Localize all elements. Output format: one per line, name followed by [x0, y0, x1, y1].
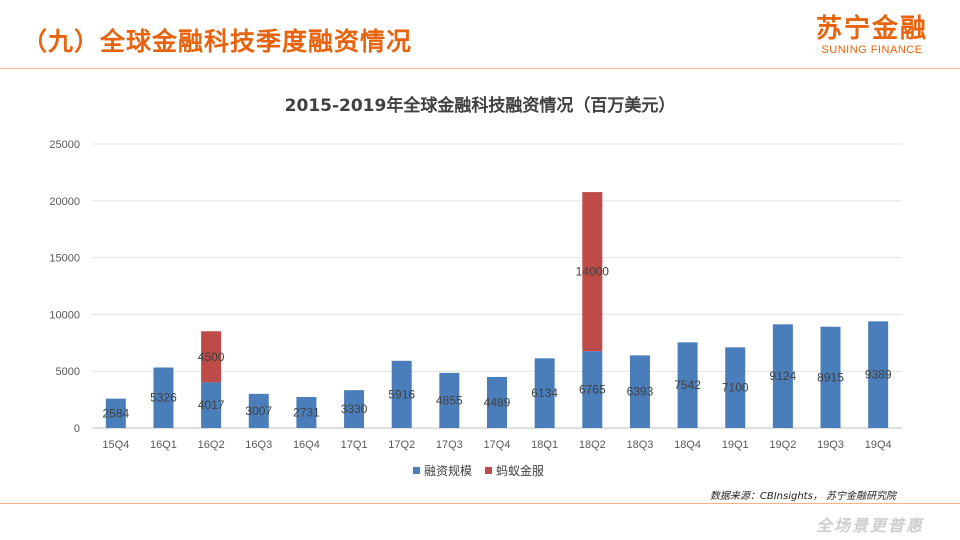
- data-label-funding: 4017: [198, 398, 225, 412]
- data-label-funding: 6393: [627, 385, 654, 399]
- chart-gridlines: [92, 143, 902, 429]
- bar-funding: [629, 355, 650, 428]
- x-tick-label: 16Q4: [293, 439, 320, 451]
- x-tick-label: 19Q2: [769, 439, 796, 451]
- logo-english-text: SUNING FINANCE: [821, 44, 923, 56]
- data-label-funding: 8915: [817, 370, 844, 384]
- bar-funding: [296, 396, 317, 428]
- data-label-funding: 7542: [674, 378, 701, 392]
- bar-funding: [725, 347, 746, 428]
- x-tick-label: 16Q1: [150, 439, 177, 451]
- data-label-funding: 2584: [102, 406, 129, 420]
- data-label-funding: 4855: [436, 393, 463, 407]
- x-tick-label: 15Q4: [102, 439, 129, 451]
- data-label-funding: 9389: [865, 368, 892, 382]
- data-label-funding: 4489: [484, 396, 511, 410]
- x-tick-label: 18Q2: [579, 439, 606, 451]
- x-tick-label: 17Q1: [341, 439, 368, 451]
- data-label-ant-financial: 4500: [198, 350, 225, 364]
- data-label-funding: 5326: [150, 391, 177, 405]
- legend-swatch-ant: [485, 467, 492, 474]
- y-tick-label: 15000: [49, 253, 80, 265]
- x-tick-label: 18Q3: [626, 439, 653, 451]
- data-label-ant-financial: 14000: [576, 265, 610, 279]
- data-label-funding: 7100: [722, 381, 749, 395]
- data-label-funding: 3330: [341, 402, 368, 416]
- y-tick-label: 10000: [49, 309, 80, 321]
- page-title: （九）全球金融科技季度融资情况: [22, 27, 413, 56]
- bar-funding: [391, 360, 412, 428]
- x-tick-label: 17Q2: [388, 439, 415, 451]
- bar-funding: [772, 324, 793, 428]
- brand-logo: 苏宁金融 SUNING FINANCE: [816, 15, 928, 57]
- y-tick-label: 0: [74, 423, 80, 435]
- x-tick-label: 17Q4: [484, 439, 511, 451]
- bar-ant-financial: [201, 331, 222, 383]
- bar-funding: [820, 326, 841, 428]
- footer-slogan: 全场景更普惠: [815, 516, 924, 535]
- logo-chinese-text: 苏宁金融: [815, 14, 928, 44]
- x-tick-label: 18Q1: [531, 439, 558, 451]
- x-axis: 15Q4 16Q1 16Q2 16Q3 16Q4 17Q1 17Q2 17Q3 17Q4 18Q1…: [102, 439, 891, 451]
- data-labels: 2584 5326 4017 4500 3007 2731 3330 5916 4855 4489…: [102, 265, 891, 421]
- bar-funding: [248, 393, 269, 428]
- bar-funding: [487, 377, 507, 428]
- bar-funding: [201, 382, 222, 428]
- footer-divider: [0, 503, 960, 504]
- bar-funding: [439, 372, 460, 428]
- bar-funding: [582, 351, 603, 428]
- legend-swatch-funding: [413, 467, 420, 474]
- bar-ant-financial: [582, 192, 603, 352]
- y-tick-label: 25000: [49, 139, 80, 151]
- funding-chart: 2015-2019年全球金融科技融资情况（百万美元） 0 5000 10000 150…: [49, 95, 902, 478]
- bar-funding: [153, 367, 174, 428]
- header-divider: [0, 68, 960, 69]
- bar-funding: [105, 398, 126, 428]
- data-label-funding: 3007: [245, 404, 272, 418]
- chart-bars: [105, 192, 889, 428]
- data-label-funding: 2731: [293, 405, 320, 419]
- data-label-funding: 9124: [770, 369, 797, 383]
- data-label-funding: 6765: [579, 383, 606, 397]
- bar-funding: [677, 342, 698, 428]
- chart-legend: 融资规模 蚂蚁金服: [413, 463, 544, 478]
- y-axis: 0 5000 10000 15000 20000 25000: [49, 139, 80, 435]
- legend-label-funding: 融资规模: [424, 463, 472, 478]
- x-tick-label: 18Q4: [674, 439, 701, 451]
- x-tick-label: 19Q3: [817, 439, 844, 451]
- x-tick-label: 19Q1: [722, 439, 749, 451]
- y-tick-label: 5000: [56, 366, 80, 378]
- data-source-note: 数据来源：CBInsights， 苏宁金融研究院: [709, 491, 896, 502]
- x-tick-label: 19Q4: [865, 439, 892, 451]
- data-label-funding: 5916: [388, 387, 415, 401]
- x-tick-label: 16Q2: [198, 439, 225, 451]
- bar-funding: [534, 358, 555, 428]
- data-label-funding: 6134: [531, 386, 558, 400]
- legend-label-ant: 蚂蚁金服: [496, 463, 544, 478]
- y-tick-label: 20000: [49, 196, 80, 208]
- bar-funding: [344, 390, 365, 428]
- chart-title: 2015-2019年全球金融科技融资情况（百万美元）: [285, 95, 676, 116]
- x-tick-label: 17Q3: [436, 439, 463, 451]
- x-tick-label: 16Q3: [245, 439, 272, 451]
- bar-funding: [868, 321, 889, 428]
